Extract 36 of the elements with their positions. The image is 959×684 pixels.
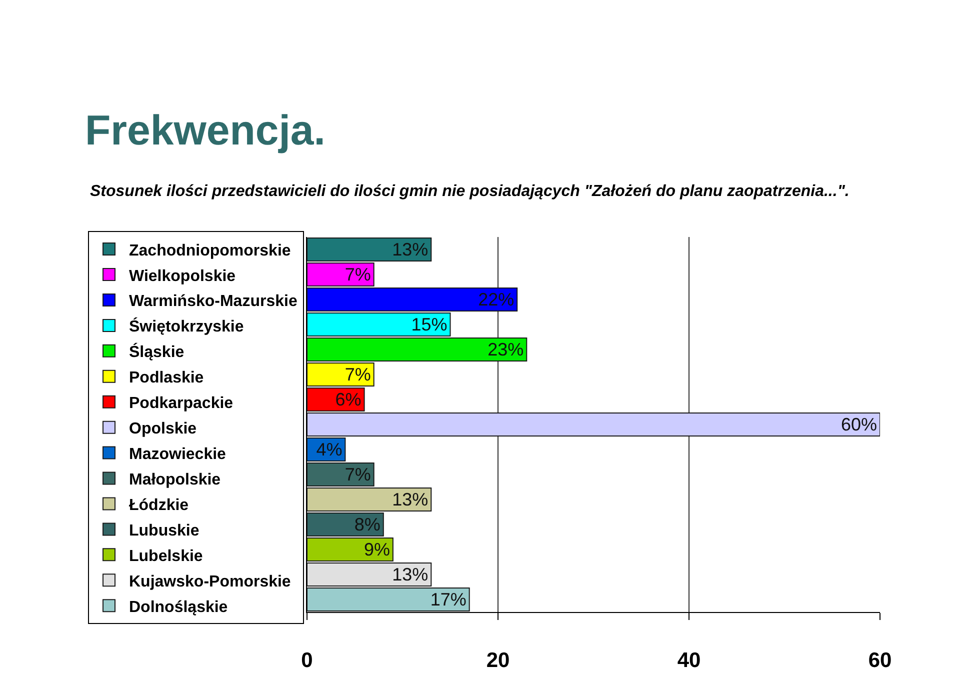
data-label: 13%	[392, 564, 428, 584]
data-label: 22%	[478, 290, 514, 310]
legend-label: Lubelskie	[129, 548, 203, 565]
legend-label: Świętokrzyskie	[129, 316, 244, 336]
legend-label: Zachodniopomorskie	[129, 242, 291, 260]
data-label: 6%	[335, 390, 362, 410]
legend-label: Wielkopolskie	[129, 268, 236, 285]
data-label: 7%	[344, 364, 371, 384]
data-label: 4%	[316, 440, 342, 460]
legend-label: Opolskie	[129, 420, 197, 438]
x-tick-label: 60	[868, 649, 892, 672]
chart-title: Frekwencja.	[85, 106, 326, 154]
data-label: 60%	[840, 414, 877, 434]
legend-label: Małopolskie	[129, 471, 221, 488]
data-label: 23%	[488, 340, 524, 360]
chart-subtitle: Stosunek ilości przedstawicieli do ilości gmin nie posiadających "Założeń do planu zaopatrzenia...".	[90, 183, 850, 200]
legend-label: Mazowieckie	[129, 446, 226, 464]
x-tick-label: 0	[301, 649, 313, 672]
legend-label: Podlaskie	[129, 370, 204, 387]
x-tick-label: 40	[677, 649, 701, 672]
data-label: 15%	[411, 314, 448, 334]
data-label: 9%	[364, 540, 390, 560]
legend-label: Dolnośląskie	[129, 598, 228, 616]
legend-label: Podkarpackie	[129, 395, 234, 412]
data-label: 17%	[430, 590, 466, 610]
legend-label: Kujawsko-Pomorskie	[129, 573, 291, 590]
data-label: 13%	[392, 490, 428, 510]
legend-label: Łódzkie	[129, 496, 189, 514]
legend-label: Śląskie	[129, 342, 184, 362]
data-label: 8%	[354, 514, 380, 534]
legend-label: Lubuskie	[129, 522, 200, 540]
data-label: 7%	[344, 464, 371, 484]
data-label: 13%	[392, 240, 428, 260]
legend-label: Warmińsko-Mazurskie	[129, 293, 298, 310]
x-tick-label: 20	[486, 649, 510, 672]
data-label: 7%	[344, 264, 371, 284]
